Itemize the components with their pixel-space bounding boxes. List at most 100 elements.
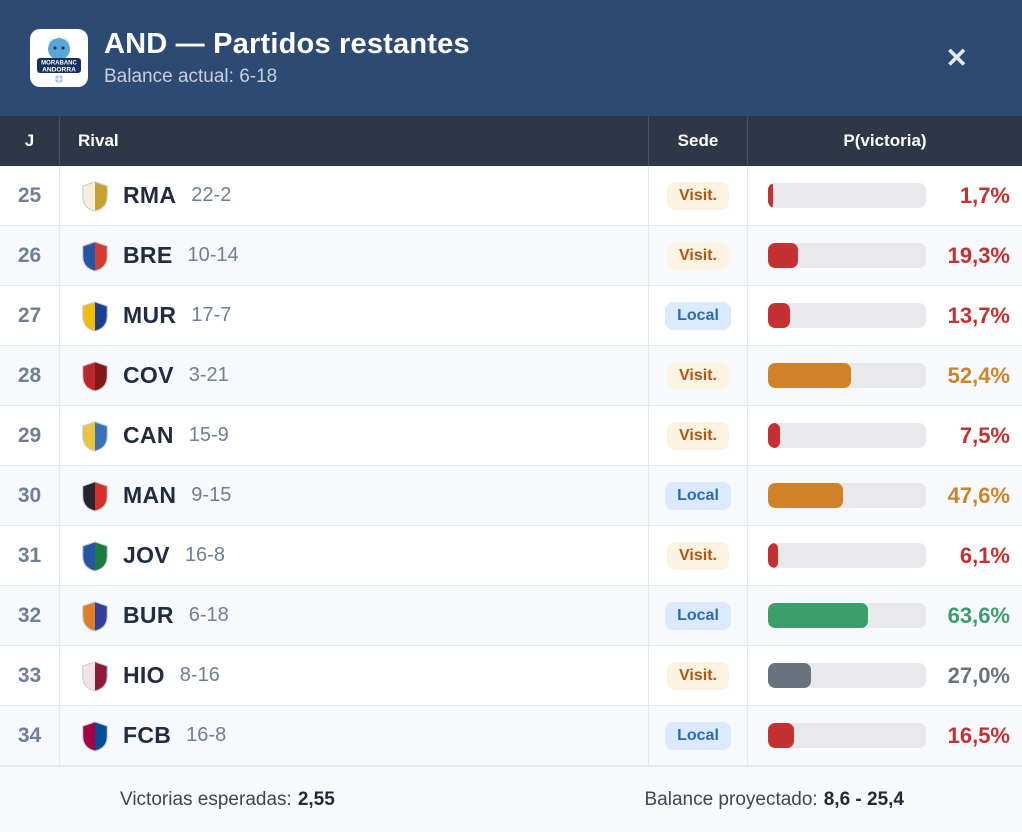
- team-crest-icon: [78, 719, 112, 753]
- probability-bar-track: [768, 543, 926, 568]
- sede-badge: Local: [665, 601, 731, 630]
- close-button[interactable]: ✕: [935, 39, 978, 78]
- team-abbr: MUR: [123, 302, 177, 328]
- probability-cell: 27,0%: [748, 646, 1022, 705]
- sede-cell: Visit.: [648, 166, 748, 225]
- table-row: 32 BUR 6-18 Local 63,6%: [0, 586, 1022, 646]
- header-titles: AND — Partidos restantes Balance actual:…: [104, 28, 919, 87]
- probability-bar-fill: [768, 363, 851, 388]
- sede-badge: Local: [665, 481, 731, 510]
- jornada-number: 29: [0, 406, 60, 465]
- sede-badge: Visit.: [667, 241, 729, 270]
- jornada-number: 34: [0, 706, 60, 765]
- projected-balance: Balance proyectado: 8,6 - 25,4: [644, 789, 904, 811]
- team-record: 16-8: [184, 544, 225, 566]
- table-row: 29 CAN 15-9 Visit. 7,5%: [0, 406, 1022, 466]
- probability-cell: 63,6%: [748, 586, 1022, 645]
- table-row: 33 HIO 8-16 Visit. 27,0%: [0, 646, 1022, 706]
- table-row: 27 MUR 17-7 Local 13,7%: [0, 286, 1022, 346]
- probability-bar-fill: [768, 543, 778, 568]
- col-header-sede: Sede: [648, 116, 748, 166]
- probability-bar-track: [768, 723, 926, 748]
- win-probability: 16,5%: [947, 722, 1010, 748]
- win-probability: 52,4%: [947, 362, 1010, 388]
- probability-cell: 52,4%: [748, 346, 1022, 405]
- probability-cell: 7,5%: [748, 406, 1022, 465]
- logo-text-line1: MORABANC: [41, 61, 77, 67]
- win-probability: 27,0%: [947, 662, 1010, 688]
- expected-wins-label: Victorias esperadas:: [120, 788, 292, 810]
- sede-cell: Local: [648, 466, 748, 525]
- sede-badge: Visit.: [667, 421, 729, 450]
- sede-badge: Local: [665, 721, 731, 750]
- team-abbr: JOV: [123, 542, 170, 568]
- team-abbr: COV: [123, 362, 174, 388]
- jornada-number: 32: [0, 586, 60, 645]
- probability-bar-fill: [768, 483, 844, 508]
- rival-cell: COV 3-21: [60, 346, 648, 405]
- probability-cell: 13,7%: [748, 286, 1022, 345]
- sede-cell: Local: [648, 586, 748, 645]
- team-crest-icon: [78, 239, 112, 273]
- probability-bar-track: [768, 363, 926, 388]
- expected-wins: Victorias esperadas: 2,55: [120, 789, 335, 811]
- team-record: 15-9: [188, 424, 229, 446]
- probability-cell: 1,7%: [748, 166, 1022, 225]
- probability-bar-track: [768, 243, 926, 268]
- table-row: 26 BRE 10-14 Visit. 19,3%: [0, 226, 1022, 286]
- table-row: 28 COV 3-21 Visit. 52,4%: [0, 346, 1022, 406]
- rival-cell: MUR 17-7: [60, 286, 648, 345]
- sede-cell: Visit.: [648, 226, 748, 285]
- win-probability: 6,1%: [959, 542, 1010, 568]
- probability-bar-track: [768, 183, 926, 208]
- sede-badge: Visit.: [667, 661, 729, 690]
- team-abbr: BRE: [123, 242, 173, 268]
- probability-bar-fill: [768, 603, 869, 628]
- team-record: 22-2: [191, 184, 232, 206]
- table-row: 34 FCB 16-8 Local 16,5%: [0, 706, 1022, 766]
- sede-cell: Visit.: [648, 526, 748, 585]
- logo-text-line2: ANDORRA: [42, 67, 76, 74]
- win-probability: 7,5%: [959, 422, 1010, 448]
- team-record: 3-21: [188, 364, 229, 386]
- team-crest-icon: [78, 599, 112, 633]
- probability-cell: 6,1%: [748, 526, 1022, 585]
- team-crest-icon: [78, 419, 112, 453]
- jornada-number: 30: [0, 466, 60, 525]
- morabanc-andorra-logo: MORABANC ANDORRA: [30, 29, 88, 87]
- sede-cell: Visit.: [648, 346, 748, 405]
- jornada-number: 31: [0, 526, 60, 585]
- jornada-number: 33: [0, 646, 60, 705]
- rival-cell: RMA 22-2: [60, 166, 648, 225]
- sede-cell: Local: [648, 286, 748, 345]
- table-row: 25 RMA 22-2 Visit. 1,7%: [0, 166, 1022, 226]
- rival-cell: JOV 16-8: [60, 526, 648, 585]
- team-record: 17-7: [191, 304, 232, 326]
- table-row: 30 MAN 9-15 Local 47,6%: [0, 466, 1022, 526]
- probability-bar-fill: [768, 243, 799, 268]
- rival-cell: BRE 10-14: [60, 226, 648, 285]
- probability-bar-track: [768, 603, 926, 628]
- sede-badge: Visit.: [667, 181, 729, 210]
- current-balance: Balance actual: 6-18: [104, 65, 278, 87]
- projected-balance-value: 8,6 - 25,4: [823, 788, 904, 810]
- rival-cell: HIO 8-16: [60, 646, 648, 705]
- team-abbr: HIO: [123, 662, 165, 688]
- team-record: 6-18: [188, 604, 229, 626]
- win-probability: 13,7%: [947, 302, 1010, 328]
- win-probability: 1,7%: [959, 182, 1010, 208]
- team-abbr: BUR: [123, 602, 174, 628]
- projected-balance-label: Balance proyectado:: [644, 788, 818, 810]
- col-header-rival: Rival: [78, 131, 119, 150]
- sede-badge: Local: [665, 301, 731, 330]
- rival-cell: CAN 15-9: [60, 406, 648, 465]
- probability-bar-fill: [768, 303, 790, 328]
- probability-bar-track: [768, 663, 926, 688]
- table-row: 31 JOV 16-8 Visit. 6,1%: [0, 526, 1022, 586]
- rival-cell: FCB 16-8: [60, 706, 648, 765]
- team-abbr: RMA: [123, 182, 177, 208]
- team-crest-icon: [78, 659, 112, 693]
- team-record: 16-8: [186, 724, 227, 746]
- col-header-pvictoria: P(victoria): [843, 131, 927, 150]
